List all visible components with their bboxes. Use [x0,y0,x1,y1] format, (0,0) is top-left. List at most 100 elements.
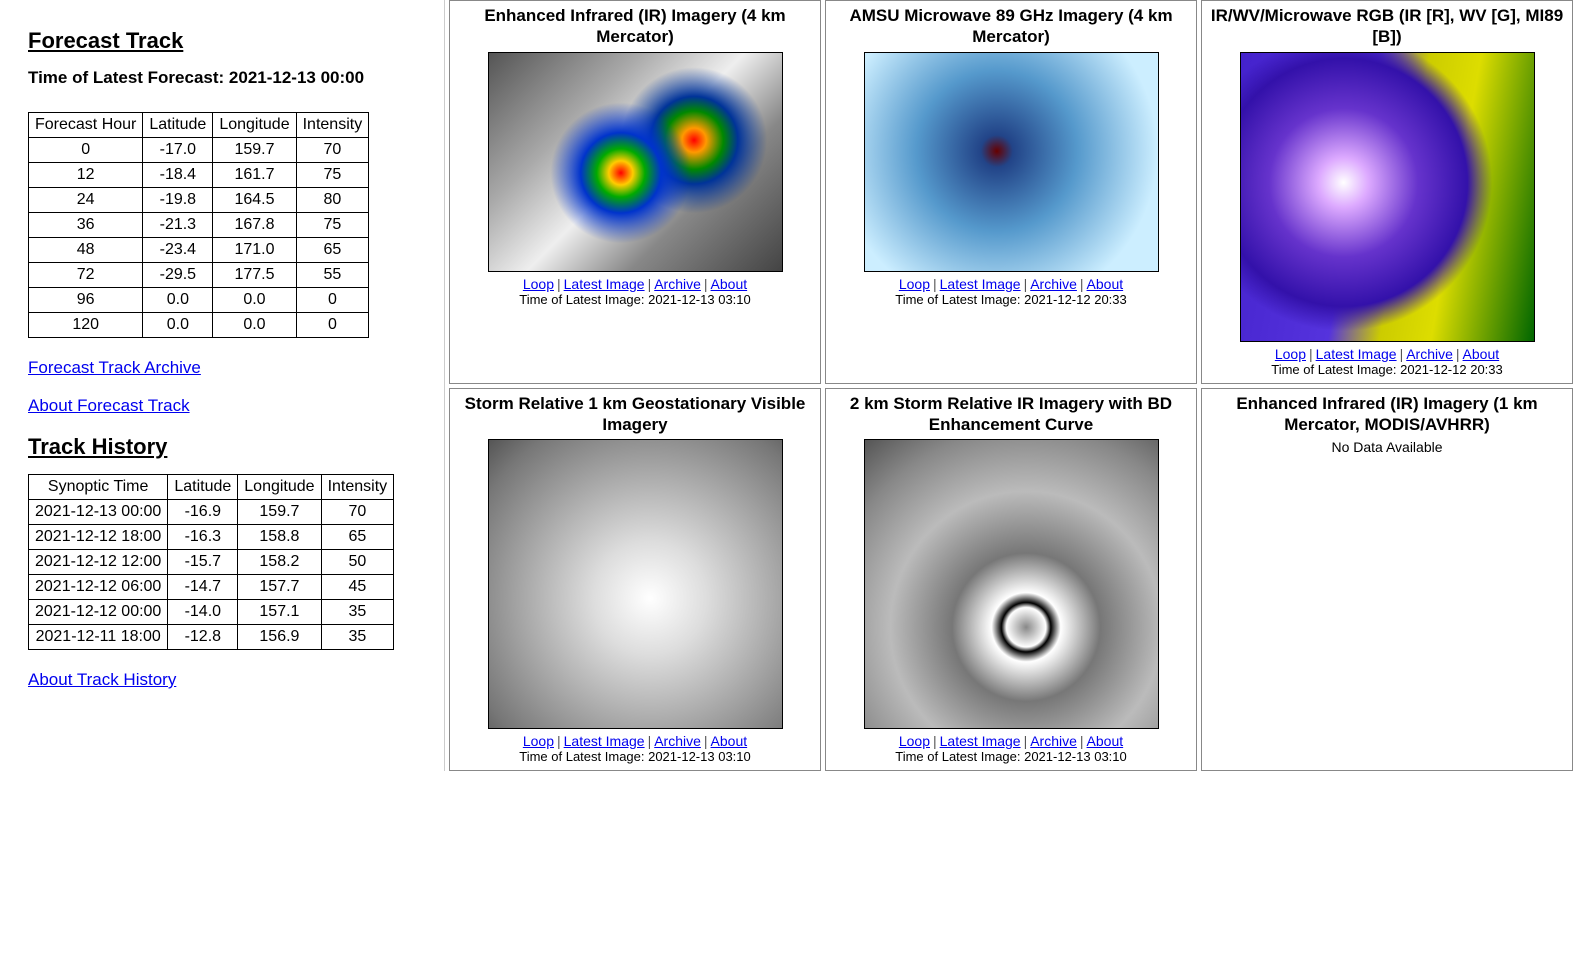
archive-link[interactable]: Archive [654,276,701,292]
archive-link[interactable]: Archive [1030,733,1077,749]
panel-links: Loop|Latest Image|Archive|About [452,276,818,292]
table-cell: 159.7 [238,500,321,525]
separator: | [648,276,652,292]
table-header: Latitude [143,113,213,138]
imagery-panel: Enhanced Infrared (IR) Imagery (4 km Mer… [449,0,821,384]
satellite-image[interactable] [488,439,783,729]
archive-link[interactable]: Archive [1406,346,1453,362]
table-row: 2021-12-12 06:00-14.7157.745 [29,575,394,600]
panel-title: IR/WV/Microwave RGB (IR [R], WV [G], MI8… [1208,5,1566,48]
table-cell: -14.0 [168,600,238,625]
table-cell: 161.7 [213,163,296,188]
panel-links: Loop|Latest Image|Archive|About [828,733,1194,749]
table-cell: 12 [29,163,143,188]
table-cell: 120 [29,313,143,338]
about-track-history-link[interactable]: About Track History [28,670,434,690]
imagery-panel: AMSU Microwave 89 GHz Imagery (4 km Merc… [825,0,1197,384]
table-cell: 167.8 [213,213,296,238]
imagery-panel: Enhanced Infrared (IR) Imagery (1 km Mer… [1201,388,1573,772]
about-link[interactable]: About [711,733,748,749]
table-header: Longitude [213,113,296,138]
satellite-image[interactable] [864,439,1159,729]
imagery-grid: Enhanced Infrared (IR) Imagery (4 km Mer… [445,0,1577,771]
separator: | [557,733,561,749]
latest-image-link[interactable]: Latest Image [564,276,645,292]
loop-link[interactable]: Loop [523,276,554,292]
table-cell: 72 [29,263,143,288]
archive-link[interactable]: Archive [654,733,701,749]
table-header: Longitude [238,475,321,500]
about-link[interactable]: About [711,276,748,292]
table-row: 2021-12-13 00:00-16.9159.770 [29,500,394,525]
table-cell: 50 [321,550,394,575]
table-cell: 2021-12-13 00:00 [29,500,168,525]
satellite-image[interactable] [488,52,783,272]
separator: | [704,733,708,749]
table-header: Intensity [321,475,394,500]
table-cell: -16.3 [168,525,238,550]
table-cell: 35 [321,600,394,625]
forecast-track-archive-link[interactable]: Forecast Track Archive [28,358,434,378]
table-row: 72-29.5177.555 [29,263,369,288]
latest-image-link[interactable]: Latest Image [940,276,1021,292]
forecast-track-table: Forecast HourLatitudeLongitudeIntensity … [28,112,369,338]
panel-title: Enhanced Infrared (IR) Imagery (1 km Mer… [1208,393,1566,436]
separator: | [1309,346,1313,362]
panel-links: Loop|Latest Image|Archive|About [1204,346,1570,362]
loop-link[interactable]: Loop [1275,346,1306,362]
latest-image-link[interactable]: Latest Image [940,733,1021,749]
table-cell: 65 [296,238,369,263]
about-link[interactable]: About [1463,346,1500,362]
table-cell: -14.7 [168,575,238,600]
separator: | [557,276,561,292]
table-row: 1200.00.00 [29,313,369,338]
table-cell: 177.5 [213,263,296,288]
archive-link[interactable]: Archive [1030,276,1077,292]
table-row: 12-18.4161.775 [29,163,369,188]
imagery-panel: 2 km Storm Relative IR Imagery with BD E… [825,388,1197,772]
about-link[interactable]: About [1087,733,1124,749]
loop-link[interactable]: Loop [523,733,554,749]
table-cell: 55 [296,263,369,288]
table-cell: 96 [29,288,143,313]
about-link[interactable]: About [1087,276,1124,292]
panel-title: Storm Relative 1 km Geostationary Visibl… [456,393,814,436]
separator: | [1456,346,1460,362]
table-row: 2021-12-12 00:00-14.0157.135 [29,600,394,625]
separator: | [1080,276,1084,292]
table-cell: 158.2 [238,550,321,575]
separator: | [648,733,652,749]
satellite-image[interactable] [864,52,1159,272]
imagery-panel: Storm Relative 1 km Geostationary Visibl… [449,388,821,772]
panel-latest-time: Time of Latest Image: 2021-12-12 20:33 [1204,362,1570,377]
table-cell: 0 [296,313,369,338]
table-cell: -18.4 [143,163,213,188]
panel-latest-time: Time of Latest Image: 2021-12-12 20:33 [828,292,1194,307]
loop-link[interactable]: Loop [899,733,930,749]
table-cell: -23.4 [143,238,213,263]
latest-image-link[interactable]: Latest Image [1316,346,1397,362]
panel-title: Enhanced Infrared (IR) Imagery (4 km Mer… [456,5,814,48]
table-cell: 0.0 [213,288,296,313]
satellite-image[interactable] [1240,52,1535,342]
table-header: Forecast Hour [29,113,143,138]
sidebar: Forecast Track Time of Latest Forecast: … [0,0,445,771]
separator: | [1024,276,1028,292]
table-cell: 156.9 [238,625,321,650]
forecast-track-heading: Forecast Track [28,28,434,54]
track-history-table: Synoptic TimeLatitudeLongitudeIntensity … [28,474,394,650]
table-cell: 80 [296,188,369,213]
loop-link[interactable]: Loop [899,276,930,292]
panel-links: Loop|Latest Image|Archive|About [828,276,1194,292]
imagery-panel: IR/WV/Microwave RGB (IR [R], WV [G], MI8… [1201,0,1573,384]
no-data-label: No Data Available [1204,439,1570,455]
track-history-heading: Track History [28,434,434,460]
table-cell: -19.8 [143,188,213,213]
about-forecast-track-link[interactable]: About Forecast Track [28,396,434,416]
table-row: 0-17.0159.770 [29,138,369,163]
separator: | [1080,733,1084,749]
table-cell: 2021-12-12 18:00 [29,525,168,550]
panel-links: Loop|Latest Image|Archive|About [452,733,818,749]
latest-image-link[interactable]: Latest Image [564,733,645,749]
table-cell: 164.5 [213,188,296,213]
